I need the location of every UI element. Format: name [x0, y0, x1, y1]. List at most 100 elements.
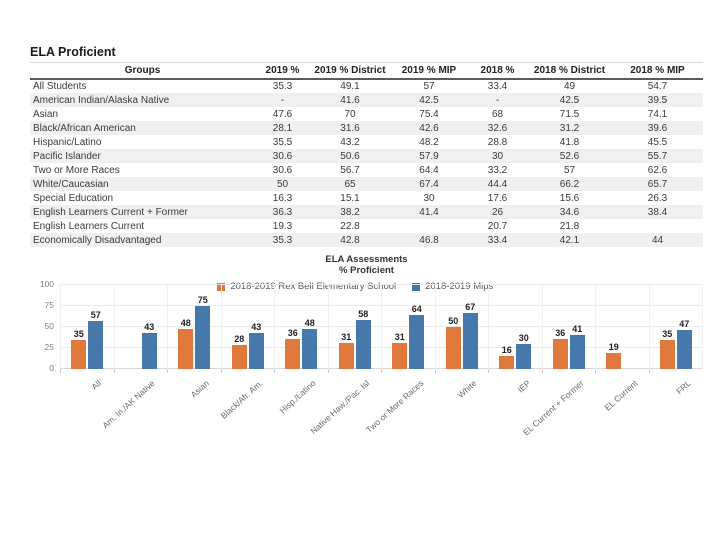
x-axis-category: IEP	[489, 369, 543, 457]
bar-value-label: 43	[251, 321, 262, 332]
table-column-header: 2019 % District	[310, 62, 390, 80]
legend-label: 2018-2019 Rex Bell Elementary School	[230, 281, 397, 292]
table-column-header: 2019 %	[255, 62, 310, 80]
chart-title: ELA Assessments	[325, 254, 408, 265]
ela-assessments-chart: ELA Assessments % Proficient 2018-2019 R…	[30, 254, 703, 457]
bar-group: 31 58	[327, 285, 382, 373]
x-axis-category: FRL	[649, 369, 703, 457]
bar-group: 28 43	[220, 285, 275, 373]
value-cell: 35.3	[272, 81, 293, 92]
value-cell: 31.6	[340, 122, 360, 134]
table-row: Two or More Races 30.6 56.7 64.4 33.2 57 62.6	[30, 163, 703, 177]
value-cell: -	[280, 94, 285, 106]
table-row: English Learners Current + Former 36.3 38.…	[30, 205, 703, 219]
value-cell: 39.5	[647, 94, 668, 106]
x-axis-labels: All Am. In./AK Native Asian Black/Afr. Am. H…	[60, 369, 703, 457]
bar-mips	[516, 343, 532, 369]
value-cell: 46.8	[419, 234, 439, 246]
value-cell: 42.5	[419, 94, 439, 106]
value-cell: 41.6	[340, 94, 360, 106]
value-cell: 17.6	[487, 192, 508, 204]
value-cell: 50	[276, 178, 289, 190]
value-cell: 50.6	[340, 150, 360, 162]
x-axis-category: White	[435, 369, 489, 457]
value-cell: 16.3	[272, 192, 293, 204]
table-row: Economically Disadvantaged 35.3 42.8 46.8 33…	[30, 233, 703, 247]
value-cell: 42.6	[419, 122, 439, 134]
bar-value-label: 57	[90, 310, 101, 321]
value-cell: 42.5	[559, 94, 580, 106]
value-cell: 64.4	[419, 164, 439, 176]
table-row: American Indian/Alaska Native - 41.6 42.5 - 4…	[30, 93, 703, 107]
x-axis-category: Am. In./AK Native	[101, 369, 168, 457]
bar-value-label: 30	[518, 332, 529, 343]
value-cell	[612, 219, 703, 233]
value-cell: 57	[563, 164, 576, 176]
group-name-cell: White/Caucasian	[33, 178, 109, 190]
value-cell: 34.6	[559, 206, 580, 218]
bar-school	[71, 339, 87, 369]
value-cell: 30.6	[272, 164, 293, 176]
value-cell: 56.7	[340, 164, 360, 176]
bar-value-label: 35	[662, 328, 673, 339]
bar-group: 35 57	[60, 285, 114, 373]
y-axis-tick-label: 25	[44, 342, 54, 352]
bar-group: 16 30	[488, 285, 542, 373]
bar-school	[285, 338, 301, 369]
value-cell: 15.6	[559, 192, 580, 204]
x-axis-label: Hisp./Latino	[277, 378, 318, 416]
bar-groups: 35 57 43 48 75 28 43 36 48 31 58 31 64 50 67 16 30 36 41 19…	[60, 285, 702, 373]
bar-group: 43	[113, 285, 168, 373]
bar-value-label: 36	[287, 327, 298, 338]
table-column-header: 2019 % MIP	[390, 62, 468, 80]
x-axis-label: EL Current	[602, 378, 640, 413]
bar-school	[231, 345, 247, 369]
value-cell: 26.3	[647, 192, 668, 204]
value-cell: 30	[423, 192, 435, 204]
x-axis-category: Hisp./Latino	[274, 369, 328, 457]
x-axis-category: All	[60, 369, 114, 457]
y-axis-tick-label: 0	[49, 363, 54, 373]
table-row: Asian 47.6 70 75.4 68 71.5 74.1	[30, 107, 703, 121]
group-name-cell: English Learners Current	[33, 220, 145, 232]
group-name-cell: Special Education	[33, 192, 114, 204]
value-cell: 55.7	[647, 150, 668, 162]
y-axis-tick-label: 100	[39, 279, 54, 289]
legend-label: 2018-2019 Mips	[425, 281, 494, 292]
bar-value-label: 75	[197, 295, 208, 305]
x-axis-category: Native Haw./Pac. Isl	[309, 369, 382, 457]
value-cell: 15.1	[340, 192, 360, 204]
bar-value-label: 16	[501, 344, 512, 355]
value-cell: 28.8	[487, 136, 508, 148]
value-cell: 49.1	[340, 81, 360, 92]
bar-value-label: 19	[608, 342, 619, 353]
x-axis-label: Asian	[188, 378, 211, 400]
value-cell: 33.2	[487, 164, 508, 176]
bar-value-label: 47	[679, 318, 690, 329]
bar-group: 19	[595, 285, 649, 373]
table-column-header: 2018 % District	[527, 62, 612, 80]
value-cell: 75.4	[419, 108, 439, 120]
bar-value-label: 31	[341, 331, 352, 342]
bar-school	[338, 342, 354, 369]
bar-value-label: 35	[73, 328, 84, 339]
bar-mips	[88, 321, 104, 369]
value-cell: 33.4	[487, 234, 508, 246]
y-axis-tick-label: 75	[44, 300, 54, 310]
value-cell: 22.8	[340, 220, 360, 232]
bar-mips	[569, 334, 585, 369]
group-name-cell: Black/African American	[33, 122, 136, 134]
value-cell: 65.7	[647, 178, 668, 190]
x-axis-label: IEP	[515, 378, 533, 395]
bar-value-label: 64	[411, 304, 422, 315]
bar-mips	[302, 328, 318, 369]
x-axis-category: Black/Afr. Am.	[218, 369, 275, 457]
x-axis-category: EL Current + Former	[521, 369, 596, 457]
x-axis-category: EL Current	[596, 369, 650, 457]
page-title: ELA Proficient	[30, 45, 116, 59]
value-cell	[390, 219, 468, 233]
bar-school	[499, 355, 515, 369]
legend-swatch	[412, 282, 421, 291]
table-header: Groups 2019 % 2019 % District 2019 % MIP 201…	[30, 62, 703, 80]
x-axis-category: Two or More Races	[363, 369, 435, 457]
